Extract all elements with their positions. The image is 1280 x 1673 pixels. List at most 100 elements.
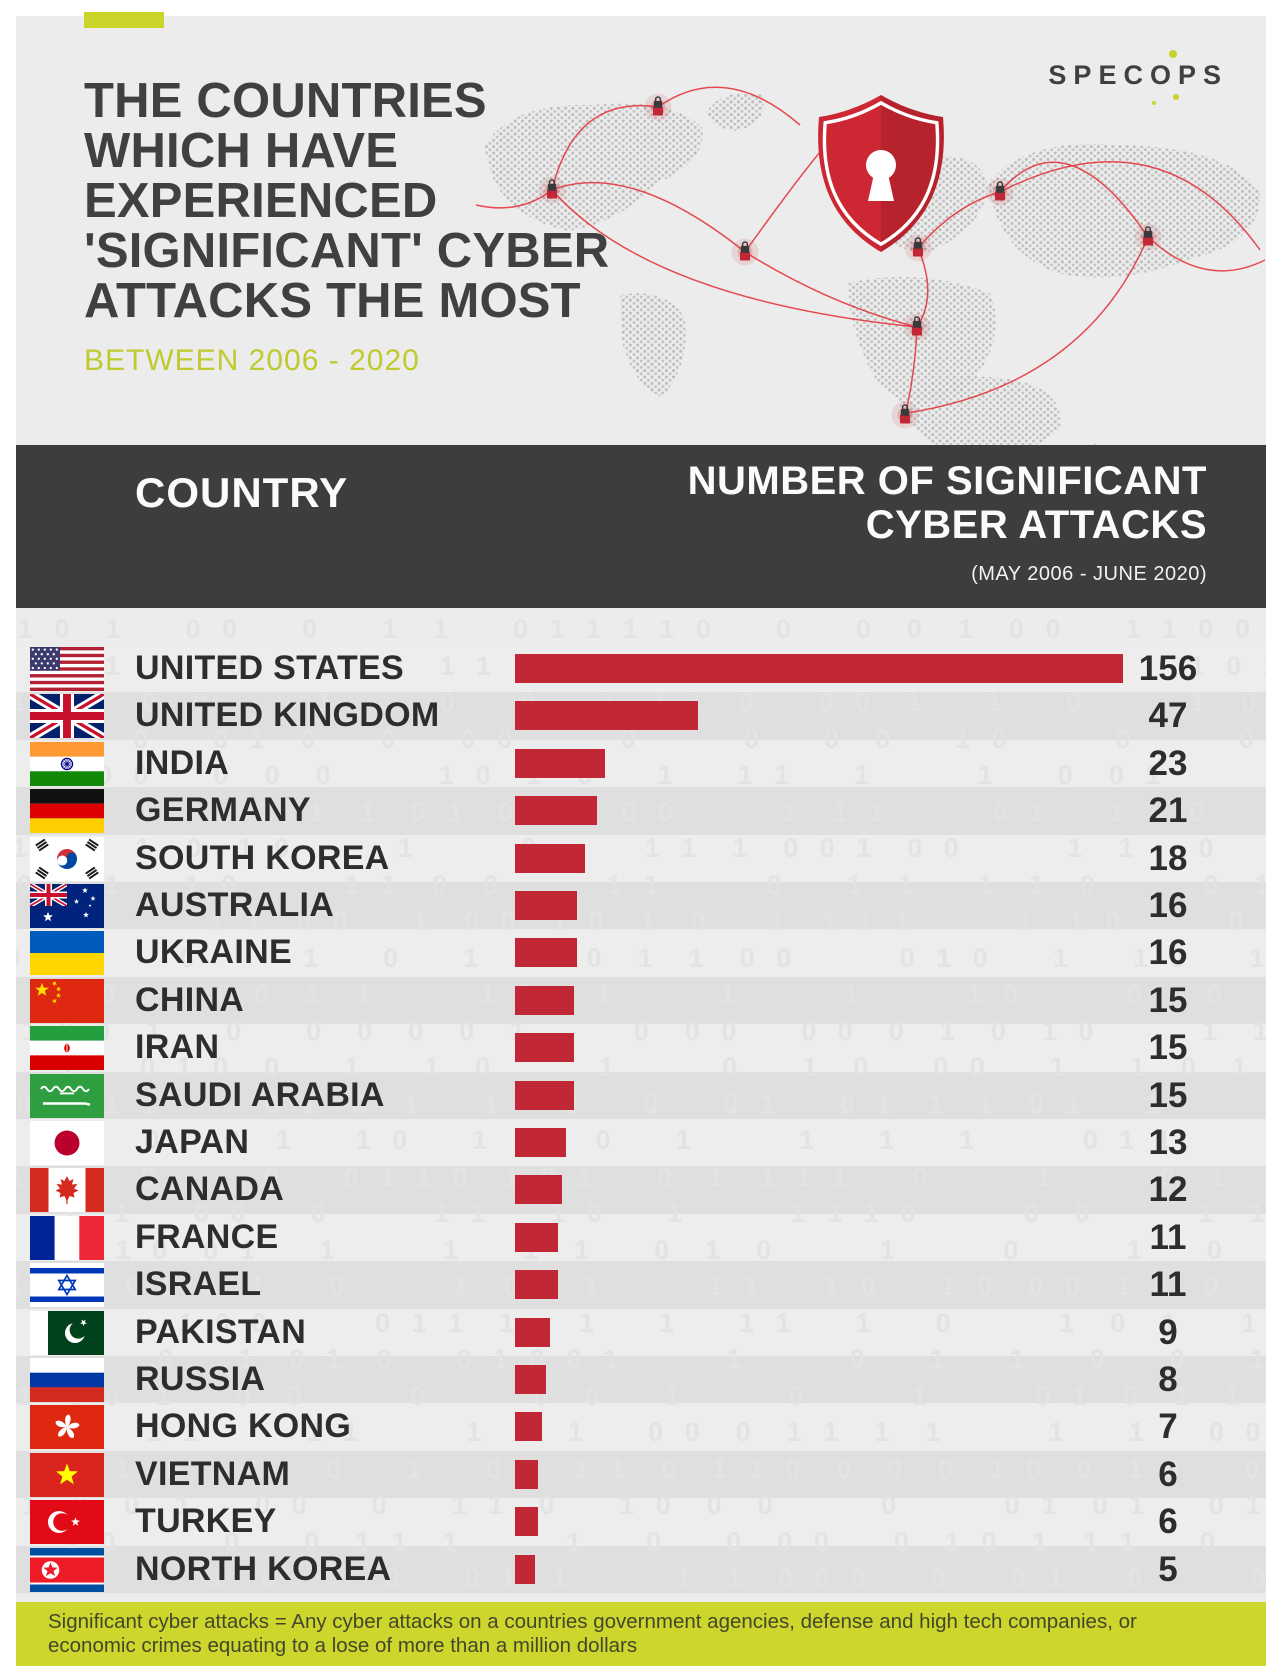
table-row-background <box>16 882 1266 930</box>
attack-count-value: 7 <box>1158 1407 1178 1447</box>
flag-icon-saudi <box>30 1073 104 1118</box>
flag-icon-us <box>30 647 104 691</box>
attack-count-value: 9 <box>1158 1312 1178 1352</box>
table-row: SAUDI ARABIA 15 <box>16 1072 1266 1119</box>
page-title-line: EXPERIENCED <box>84 174 438 228</box>
attack-count-value: 16 <box>1148 886 1188 925</box>
footer-note-band: Significant cyber attacks = Any cyber at… <box>16 1602 1266 1666</box>
table-row: ISRAEL 11 <box>16 1261 1266 1308</box>
footer-note: Significant cyber attacks = Any cyber at… <box>48 1610 1137 1657</box>
country-label: ISRAEL <box>135 1265 262 1304</box>
attack-count-bar <box>515 1033 574 1063</box>
attack-count-value: 12 <box>1148 1170 1188 1210</box>
country-label: AUSTRALIA <box>135 886 335 924</box>
attack-count-bar <box>515 843 586 873</box>
flag-icon-japan <box>30 1121 104 1165</box>
attack-count-value: 15 <box>1148 980 1188 1020</box>
country-label: IRAN <box>135 1028 220 1067</box>
table-row: GERMANY 21 <box>16 787 1266 834</box>
table-row: NORTH KOREA 5 <box>16 1546 1266 1593</box>
logo-text-right: PS <box>1177 60 1228 90</box>
logo-dot-icon <box>1151 101 1156 105</box>
attack-count-bar <box>515 1459 539 1489</box>
table-row: UNITED KINGDOM 47 <box>16 692 1266 739</box>
attack-count-bar <box>515 1317 551 1347</box>
table-row: FRANCE 11 <box>16 1214 1266 1261</box>
table-row-background <box>16 1545 1266 1593</box>
table-row: UKRAINE 16 <box>16 929 1266 976</box>
country-label: SOUTH KOREA <box>135 838 390 877</box>
table-row: TURKEY 6 <box>16 1498 1266 1545</box>
table-row-background <box>16 787 1266 835</box>
padlock-node-icon <box>891 401 919 429</box>
country-label: HONG KONG <box>135 1407 352 1446</box>
table-row: SOUTH KOREA 18 <box>16 835 1266 882</box>
country-table-body: UNITED STATES 156 UNITED KINGDOM 47 INDIA 23 G… <box>16 645 1266 1593</box>
table-row: VIETNAM 6 <box>16 1451 1266 1498</box>
attack-count-value: 11 <box>1149 1265 1187 1305</box>
table-row: CANADA 12 <box>16 1166 1266 1213</box>
country-label: UNITED KINGDOM <box>135 696 440 735</box>
table-row-background <box>16 1498 1266 1546</box>
country-column-header: COUNTRY <box>135 469 349 516</box>
page-title: THE COUNTRIES WHICH HAVE EXPERIENCED 'SI… <box>84 76 609 326</box>
table-row-background <box>16 1356 1266 1404</box>
table-row: HONG KONG 7 <box>16 1403 1266 1450</box>
attack-count-value: 18 <box>1148 838 1188 878</box>
attack-count-bar <box>515 1412 543 1442</box>
logo-text-left: SPEC <box>1048 60 1150 90</box>
flag-icon-iran <box>30 1026 104 1071</box>
country-label: UKRAINE <box>135 933 292 972</box>
attack-count-value: 23 <box>1148 743 1188 783</box>
table-row-background <box>16 1119 1266 1167</box>
table-row: IRAN 15 <box>16 1024 1266 1071</box>
table-row: RUSSIA 8 <box>16 1356 1266 1403</box>
table-row-background <box>16 1071 1266 1119</box>
attack-count-value: 21 <box>1148 791 1188 831</box>
page-title-line: 'SIGNIFICANT' CYBER <box>84 224 610 278</box>
shield-lock-icon <box>818 95 944 252</box>
padlock-node-icon <box>904 234 932 262</box>
table-row-backgrounds <box>16 645 1266 1593</box>
attack-count-bar <box>515 1365 547 1394</box>
flag-icon-hongkong <box>30 1405 104 1450</box>
flag-icon-southkorea <box>30 836 104 881</box>
table-row-background <box>16 1024 1266 1072</box>
country-label: JAPAN <box>135 1123 250 1161</box>
specops-logo: SPECO PS <box>1048 50 1228 105</box>
table-row-background <box>16 739 1266 788</box>
attack-count-value: 11 <box>1149 1217 1187 1257</box>
country-label: CANADA <box>135 1170 285 1209</box>
table-row: UNITED STATES 156 <box>16 645 1266 692</box>
attack-count-bar <box>515 654 1124 683</box>
attack-count-value: 156 <box>1138 649 1198 688</box>
padlock-node-icon <box>986 178 1014 206</box>
table-row-background <box>16 834 1266 882</box>
country-label: SAUDI ARABIA <box>135 1075 385 1114</box>
attack-count-value: 5 <box>1158 1549 1178 1589</box>
country-label: RUSSIA <box>135 1360 266 1398</box>
table-header-band: COUNTRY NUMBER OF SIGNIFICANT CYBER ATTA… <box>16 445 1266 608</box>
number-column-subheader: (MAY 2006 - JUNE 2020) <box>971 563 1207 585</box>
attack-count-bar <box>515 748 605 778</box>
attack-count-value: 6 <box>1158 1502 1178 1542</box>
flag-icon-france <box>30 1215 104 1260</box>
table-row-background <box>16 1166 1266 1214</box>
flag-icon-uk <box>30 694 104 739</box>
padlock-node-icon <box>1134 223 1162 251</box>
attack-count-bar <box>515 1507 539 1537</box>
country-label: GERMANY <box>135 791 311 830</box>
padlock-node-icon <box>903 313 931 341</box>
table-row-background <box>16 1213 1266 1262</box>
table-row-background <box>16 976 1266 1025</box>
attack-count-bar <box>515 1175 562 1205</box>
flag-icon-germany <box>30 789 104 834</box>
padlock-node-icon <box>644 93 672 121</box>
attack-count-bar <box>515 796 597 826</box>
attack-nodes <box>538 93 1162 429</box>
attack-count-value: 15 <box>1148 1028 1188 1068</box>
attack-count-bar <box>515 1270 558 1300</box>
attack-count-bar <box>515 891 578 920</box>
attack-count-value: 8 <box>1158 1360 1178 1399</box>
